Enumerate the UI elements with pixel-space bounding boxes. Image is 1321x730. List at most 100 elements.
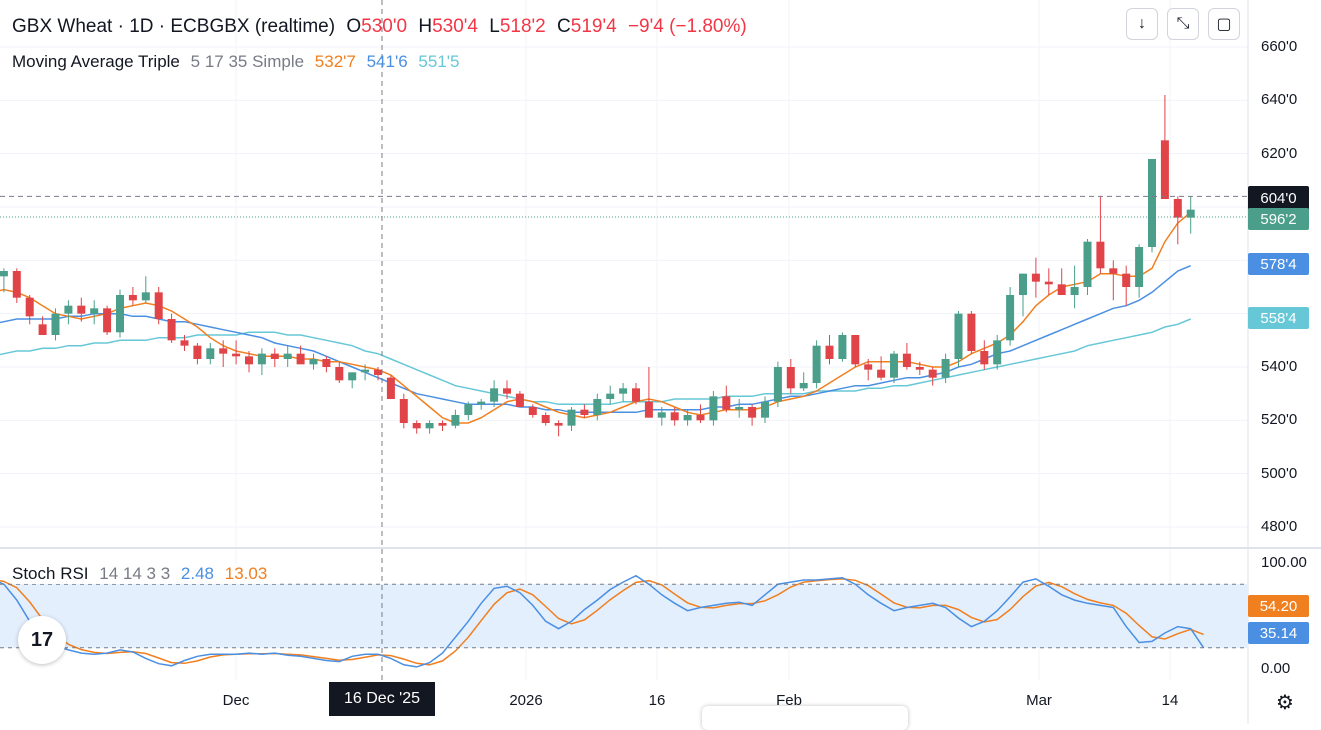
rsi-legend[interactable]: Stoch RSI 14 14 3 3 2.48 13.03 xyxy=(12,564,278,584)
candle-body-35 xyxy=(438,423,447,426)
bottom-toolbar[interactable] xyxy=(702,706,908,730)
arrow-down-icon: ↓ xyxy=(1138,15,1146,32)
candles xyxy=(0,95,1195,437)
price-axis-label: 520'0 xyxy=(1261,411,1298,429)
price-axis-label: 640'0 xyxy=(1261,91,1298,109)
price-axis-label: 540'0 xyxy=(1261,358,1298,375)
candle-body-75 xyxy=(954,313,963,359)
close-value: 519'4 xyxy=(570,16,617,37)
candle-body-84 xyxy=(1070,287,1079,295)
candle-body-50 xyxy=(632,388,640,402)
rsi-k-value: 2.48 xyxy=(180,564,215,583)
candle-body-73 xyxy=(928,369,937,378)
candle-body-32 xyxy=(399,399,408,423)
candle-body-13 xyxy=(154,292,163,319)
header-legend: GBX Wheat · 1D · ECBGBX (realtime) O530'… xyxy=(12,16,753,38)
candle-body-42 xyxy=(528,407,537,415)
stoch-d-line xyxy=(0,578,1204,666)
change-value: −9'4 (−1.80%) xyxy=(627,16,747,37)
price-axis-label: 620'0 xyxy=(1261,144,1298,162)
rsi-k-tag: 35.14 xyxy=(1248,622,1309,644)
time-axis-label: Feb xyxy=(776,692,802,709)
candle-body-41 xyxy=(515,393,524,407)
time-axis-label: 16 xyxy=(648,692,666,709)
open-label: O xyxy=(346,16,362,37)
candle-body-79 xyxy=(1006,295,1015,341)
candle-body-87 xyxy=(1109,268,1118,274)
candle-body-77 xyxy=(980,351,989,365)
ma3-price-tag: 558'4 xyxy=(1248,307,1309,329)
collapse-button[interactable]: ⤡ xyxy=(1167,8,1199,40)
candle-body-27 xyxy=(335,367,344,381)
candle-body-76 xyxy=(967,313,976,351)
candle-body-23 xyxy=(283,353,292,359)
candle-body-52 xyxy=(657,412,666,418)
candle-body-20 xyxy=(245,356,253,365)
candle-body-43 xyxy=(541,415,550,423)
candle-body-85 xyxy=(1083,241,1092,287)
candle-body-45 xyxy=(567,409,576,426)
candle-body-63 xyxy=(799,383,808,389)
candle-body-78 xyxy=(993,340,1002,365)
stoch-k-line xyxy=(0,574,1205,668)
candle-body-17 xyxy=(206,348,215,359)
candle-body-69 xyxy=(877,369,886,378)
candle-body-70 xyxy=(890,353,898,378)
candle-body-4 xyxy=(38,324,47,335)
candle-body-16 xyxy=(193,345,202,359)
time-axis-label: Mar xyxy=(1026,692,1052,709)
settings-gear-icon[interactable]: ⚙ xyxy=(1276,692,1294,714)
candle-body-66 xyxy=(838,335,847,359)
symbol-title[interactable]: GBX Wheat · 1D · ECBGBX (realtime) xyxy=(12,16,336,37)
candle-body-59 xyxy=(748,407,757,418)
candle-body-11 xyxy=(128,295,137,301)
candle-body-68 xyxy=(864,364,873,370)
candle-body-53 xyxy=(670,412,679,421)
rsi-axis-label: 0.00 xyxy=(1261,660,1291,677)
candle-body-7 xyxy=(77,305,86,314)
low-label: L xyxy=(489,16,500,37)
candle-body-40 xyxy=(503,388,511,394)
fullscreen-button[interactable]: ▢ xyxy=(1208,8,1240,40)
price-axis-label: 480'0 xyxy=(1261,518,1298,535)
candle-body-10 xyxy=(116,295,124,333)
candle-body-48 xyxy=(606,393,615,399)
candle-body-30 xyxy=(374,369,382,375)
candle-body-60 xyxy=(761,401,769,418)
candle-body-86 xyxy=(1096,241,1105,269)
candle-body-93 xyxy=(1186,209,1195,218)
candle-body-38 xyxy=(477,401,486,405)
candle-body-6 xyxy=(64,305,73,314)
tradingview-logo[interactable]: 17 xyxy=(18,616,66,664)
ma-value-2: 541'6 xyxy=(366,52,408,71)
ma-value-3: 551'5 xyxy=(418,52,460,71)
ma-lines xyxy=(0,211,1192,424)
candle-body-92 xyxy=(1173,199,1182,218)
rsi-d-value: 13.03 xyxy=(224,564,268,583)
scroll-down-button[interactable]: ↓ xyxy=(1126,8,1158,40)
candle-body-62 xyxy=(786,367,795,389)
rsi-band xyxy=(0,584,1248,648)
candle-body-47 xyxy=(593,399,602,415)
candle-body-83 xyxy=(1057,284,1066,295)
ma35-line xyxy=(0,318,1191,406)
time-axis-label: 14 xyxy=(1161,692,1179,709)
rsi-axis-label: 100.00 xyxy=(1261,554,1307,571)
time-axis-label: Dec xyxy=(222,692,250,709)
low-value: 518'2 xyxy=(499,16,546,37)
price-axis-label: 500'0 xyxy=(1261,464,1298,482)
candle-body-58 xyxy=(735,407,744,410)
time-axis-label: 2026 xyxy=(509,692,543,709)
logo-text: 17 xyxy=(30,628,54,651)
candle-body-14 xyxy=(167,319,176,341)
candle-body-55 xyxy=(696,415,705,421)
candle-body-1 xyxy=(0,271,8,277)
current-price-tag: 604'0 xyxy=(1248,186,1309,210)
candle-body-82 xyxy=(1044,281,1053,285)
ma-legend[interactable]: Moving Average Triple 5 17 35 Simple 532… xyxy=(12,52,465,72)
candle-body-39 xyxy=(490,388,499,402)
candle-body-54 xyxy=(683,415,692,421)
candle-body-9 xyxy=(103,308,112,333)
